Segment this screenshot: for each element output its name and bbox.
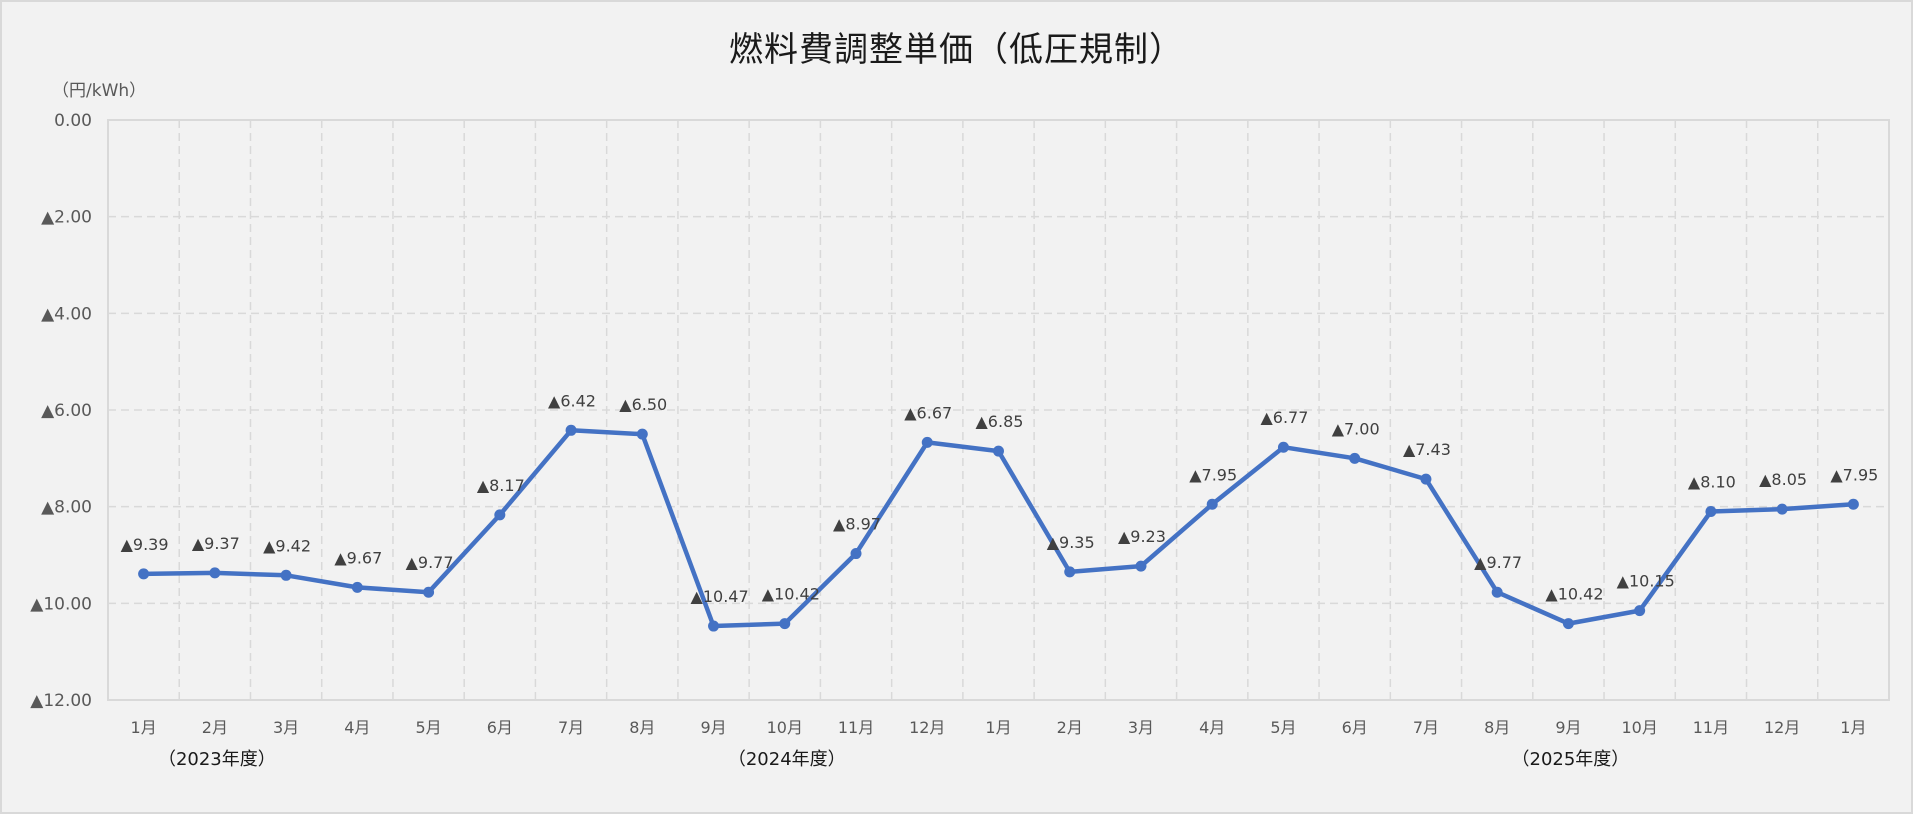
data-point-marker[interactable]	[1349, 452, 1361, 464]
x-tick-label: 11月	[1693, 718, 1729, 737]
data-point-marker[interactable]	[1420, 473, 1432, 485]
data-labels: ▲9.39 ▲9.37 ▲9.42 ▲9.67 ▲9.77 ▲8.17 ▲6.42 ▲6.50…	[121, 391, 1879, 606]
data-label: ▲9.23	[1118, 527, 1166, 546]
x-tick-label: 7月	[1413, 718, 1439, 737]
x-tick-label: 8月	[1484, 718, 1510, 737]
data-point-marker[interactable]	[850, 548, 862, 560]
data-label: ▲6.50	[619, 395, 667, 414]
data-label: ▲9.42	[263, 536, 311, 555]
x-tick-label: 5月	[415, 718, 441, 737]
data-point-marker[interactable]	[1705, 506, 1717, 517]
x-tick-label: 3月	[273, 718, 299, 737]
data-label: ▲7.43	[1403, 440, 1451, 459]
x-tick-label: 11月	[838, 718, 874, 737]
data-label: ▲6.85	[976, 412, 1024, 431]
chart-title: 燃料費調整単価（低圧規制）	[729, 30, 1184, 70]
fiscal-year-label: （2023年度）	[158, 749, 276, 770]
y-tick-label: ▲8.00	[41, 498, 92, 518]
x-tick-label: 10月	[1621, 718, 1657, 737]
data-point-marker[interactable]	[1064, 566, 1076, 578]
y-tick-label: ▲12.00	[30, 691, 92, 711]
data-label: ▲9.67	[334, 548, 382, 567]
x-tick-label: 3月	[1128, 718, 1154, 737]
x-tick-label: 1月	[1840, 718, 1866, 737]
y-tick-label: ▲4.00	[41, 304, 92, 324]
y-tick-label: 0.00	[54, 111, 92, 131]
x-tick-label: 5月	[1270, 718, 1296, 737]
x-tick-label: 2月	[1057, 718, 1083, 737]
y-tick-label: ▲2.00	[41, 208, 92, 228]
x-tick-label: 9月	[700, 718, 726, 737]
data-point-marker[interactable]	[993, 445, 1004, 457]
data-label: ▲9.77	[406, 553, 454, 572]
x-tick-label: 7月	[558, 718, 584, 737]
data-point-marker[interactable]	[1491, 586, 1503, 598]
data-label: ▲7.95	[1189, 465, 1237, 484]
x-tick-label: 1月	[985, 718, 1011, 737]
data-label: ▲6.42	[548, 391, 596, 410]
x-tick-label: 12月	[909, 718, 945, 737]
data-point-marker[interactable]	[1634, 605, 1646, 617]
data-label: ▲9.35	[1047, 533, 1095, 552]
data-point-marker[interactable]	[280, 569, 292, 581]
fiscal-year-label: （2024年度）	[728, 749, 846, 770]
plot-area-border	[107, 119, 1890, 701]
x-tick-label: 10月	[767, 718, 803, 737]
data-point-marker[interactable]	[351, 581, 363, 593]
data-label: ▲8.10	[1688, 473, 1736, 492]
fiscal-year-labels: （2023年度） （2024年度） （2025年度）	[158, 749, 1629, 770]
x-tick-label: 1月	[131, 718, 157, 737]
x-tick-label: 8月	[629, 718, 655, 737]
fiscal-year-label: （2025年度）	[1512, 749, 1630, 770]
x-tick-label: 4月	[344, 718, 370, 737]
data-point-marker[interactable]	[423, 586, 435, 598]
data-label: ▲9.77	[1474, 553, 1522, 572]
data-point-marker[interactable]	[1776, 503, 1788, 515]
data-point-marker[interactable]	[494, 509, 506, 521]
data-label: ▲8.17	[477, 476, 525, 495]
data-point-marker[interactable]	[636, 428, 648, 440]
data-label: ▲10.15	[1617, 572, 1675, 591]
data-label: ▲10.42	[762, 585, 820, 604]
data-point-marker[interactable]	[1277, 441, 1289, 453]
data-point-marker[interactable]	[921, 436, 933, 448]
data-label: ▲8.97	[833, 515, 881, 534]
data-point-marker[interactable]	[708, 620, 720, 632]
data-point-marker[interactable]	[1562, 618, 1574, 630]
x-tick-label: 9月	[1555, 718, 1581, 737]
x-axis: 1月 2月 3月 4月 5月 6月 7月 8月 9月 10月 11月 12月 1月 2月 3月 4月 5月 6月 7…	[131, 718, 1867, 737]
data-label: ▲6.77	[1260, 408, 1308, 427]
y-axis: 0.00 ▲2.00 ▲4.00 ▲6.00 ▲8.00 ▲10.00 ▲12.00	[30, 111, 92, 711]
data-label: ▲10.42	[1545, 585, 1603, 604]
data-label: ▲9.39	[121, 535, 169, 554]
y-tick-label: ▲6.00	[41, 401, 92, 421]
data-label: ▲9.37	[192, 534, 240, 553]
data-label: ▲10.47	[691, 587, 749, 606]
gridlines	[107, 119, 1890, 701]
data-point-marker[interactable]	[779, 618, 791, 630]
data-point-marker[interactable]	[1135, 560, 1147, 572]
x-tick-label: 6月	[1342, 718, 1368, 737]
x-tick-label: 6月	[487, 718, 513, 737]
data-point-marker[interactable]	[209, 567, 221, 579]
x-tick-label: 4月	[1199, 718, 1225, 737]
data-point-marker[interactable]	[1847, 498, 1859, 510]
x-tick-label: 12月	[1764, 718, 1800, 737]
data-point-marker[interactable]	[565, 424, 577, 436]
data-label: ▲7.00	[1332, 419, 1380, 438]
x-tick-label: 2月	[202, 718, 228, 737]
data-label: ▲6.67	[904, 403, 952, 422]
data-label: ▲8.05	[1759, 470, 1807, 489]
y-axis-unit-label: （円/kWh）	[52, 81, 147, 101]
data-series	[138, 424, 1859, 632]
data-point-marker[interactable]	[1206, 498, 1218, 510]
data-point-marker[interactable]	[138, 568, 150, 580]
y-tick-label: ▲10.00	[30, 594, 92, 614]
data-label: ▲7.95	[1830, 465, 1878, 484]
